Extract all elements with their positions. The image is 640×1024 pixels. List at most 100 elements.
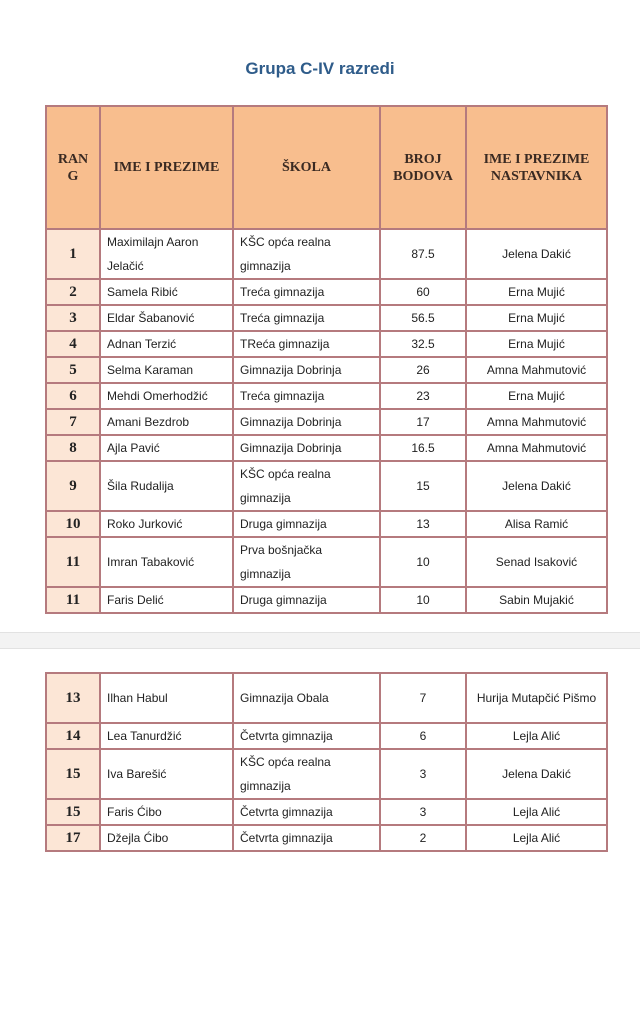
cell-points: 3 <box>379 798 467 826</box>
cell-school: Treća gimnazija <box>232 304 381 332</box>
cell-points: 60 <box>379 278 467 306</box>
cell-school: KŠC opća realna gimnazija <box>232 228 381 280</box>
cell-points: 10 <box>379 586 467 614</box>
header-name: IME I PREZIME <box>99 105 234 230</box>
page-separator <box>0 633 640 649</box>
cell-teacher: Erna Mujić <box>465 304 608 332</box>
table-row: 5 Selma Karaman Gimnazija Dobrinja 26 Amna M… <box>45 356 608 384</box>
table-row: 10 Roko Jurković Druga gimnazija 13 Alisa Ra… <box>45 510 608 538</box>
cell-points: 23 <box>379 382 467 410</box>
cell-name: Adnan Terzić <box>99 330 234 358</box>
cell-rank: 15 <box>45 798 101 826</box>
cell-school: Gimnazija Dobrinja <box>232 356 381 384</box>
cell-name: Selma Karaman <box>99 356 234 384</box>
cell-rank: 2 <box>45 278 101 306</box>
table-row: 11 Faris Delić Druga gimnazija 10 Sabin Muja… <box>45 586 608 614</box>
cell-school: Druga gimnazija <box>232 586 381 614</box>
header-school: ŠKOLA <box>232 105 381 230</box>
cell-teacher: Erna Mujić <box>465 382 608 410</box>
table-row: 8 Ajla Pavić Gimnazija Dobrinja 16.5 Amna Ma… <box>45 434 608 462</box>
cell-school: Treća gimnazija <box>232 278 381 306</box>
table-row: 17 Džejla Ćibo Četvrta gimnazija 2 Lejla Ali… <box>45 824 608 852</box>
table-row: 9 Šila Rudalija KŠC opća realna gimnazija 1… <box>45 460 608 512</box>
cell-name: Roko Jurković <box>99 510 234 538</box>
table-row: 13 Ilhan Habul Gimnazija Obala 7 Hurija Muta… <box>45 672 608 724</box>
cell-rank: 10 <box>45 510 101 538</box>
cell-name: Šila Rudalija <box>99 460 234 512</box>
table-row: 6 Mehdi Omerhodžić Treća gimnazija 23 Erna M… <box>45 382 608 410</box>
table-row: 7 Amani Bezdrob Gimnazija Dobrinja 17 Amna M… <box>45 408 608 436</box>
cell-points: 17 <box>379 408 467 436</box>
cell-points: 16.5 <box>379 434 467 462</box>
cell-points: 6 <box>379 722 467 750</box>
cell-school: KŠC opća realna gimnazija <box>232 460 381 512</box>
cell-school: Gimnazija Obala <box>232 672 381 724</box>
table-row: 14 Lea Tanurdžić Četvrta gimnazija 6 Lejla A… <box>45 722 608 750</box>
table-row: 4 Adnan Terzić TReća gimnazija 32.5 Erna Muj… <box>45 330 608 358</box>
cell-rank: 8 <box>45 434 101 462</box>
results-table-continued: 13 Ilhan Habul Gimnazija Obala 7 Hurija Muta… <box>45 672 608 852</box>
cell-rank: 15 <box>45 748 101 800</box>
cell-rank: 5 <box>45 356 101 384</box>
cell-teacher: Jelena Dakić <box>465 748 608 800</box>
table-row: 15 Faris Ćibo Četvrta gimnazija 3 Lejla Alić <box>45 798 608 826</box>
cell-name: Faris Ćibo <box>99 798 234 826</box>
cell-rank: 13 <box>45 672 101 724</box>
table-row: 15 Iva Barešić KŠC opća realna gimnazija 3 J… <box>45 748 608 800</box>
cell-teacher: Amna Mahmutović <box>465 408 608 436</box>
cell-teacher: Jelena Dakić <box>465 460 608 512</box>
cell-name: Džejla Ćibo <box>99 824 234 852</box>
cell-name: Mehdi Omerhodžić <box>99 382 234 410</box>
cell-points: 2 <box>379 824 467 852</box>
cell-school: Prva bošnjačka gimnazija <box>232 536 381 588</box>
table-row: 1 Maximilajn Aaron Jelačić KŠC opća realna… <box>45 228 608 280</box>
results-table: RAN G IME I PREZIME ŠKOLA BROJ BODOVA IM… <box>45 105 608 614</box>
cell-rank: 14 <box>45 722 101 750</box>
cell-teacher: Senad Isaković <box>465 536 608 588</box>
table-header-row: RAN G IME I PREZIME ŠKOLA BROJ BODOVA IM… <box>45 105 608 230</box>
cell-school: Četvrta gimnazija <box>232 798 381 826</box>
cell-name: Lea Tanurdžić <box>99 722 234 750</box>
cell-name: Imran Tabaković <box>99 536 234 588</box>
cell-name: Maximilajn Aaron Jelačić <box>99 228 234 280</box>
cell-name: Samela Ribić <box>99 278 234 306</box>
cell-points: 56.5 <box>379 304 467 332</box>
cell-teacher: Lejla Alić <box>465 824 608 852</box>
cell-school: Četvrta gimnazija <box>232 824 381 852</box>
cell-teacher: Lejla Alić <box>465 722 608 750</box>
cell-teacher: Alisa Ramić <box>465 510 608 538</box>
cell-school: KŠC opća realna gimnazija <box>232 748 381 800</box>
cell-school: TReća gimnazija <box>232 330 381 358</box>
cell-rank: 4 <box>45 330 101 358</box>
cell-points: 10 <box>379 536 467 588</box>
header-rank: RAN G <box>45 105 101 230</box>
cell-school: Četvrta gimnazija <box>232 722 381 750</box>
cell-school: Gimnazija Dobrinja <box>232 434 381 462</box>
cell-points: 26 <box>379 356 467 384</box>
header-teacher: IME I PREZIME NASTAVNIKA <box>465 105 608 230</box>
cell-name: Eldar Šabanović <box>99 304 234 332</box>
cell-points: 15 <box>379 460 467 512</box>
cell-rank: 3 <box>45 304 101 332</box>
cell-rank: 7 <box>45 408 101 436</box>
cell-name: Iva Barešić <box>99 748 234 800</box>
cell-points: 7 <box>379 672 467 724</box>
cell-rank: 9 <box>45 460 101 512</box>
cell-teacher: Hurija Mutapčić Pišmo <box>465 672 608 724</box>
cell-teacher: Amna Mahmutović <box>465 434 608 462</box>
document-page-2: 13 Ilhan Habul Gimnazija Obala 7 Hurija Muta… <box>0 649 640 1024</box>
header-points: BROJ BODOVA <box>379 105 467 230</box>
table-row: 11 Imran Tabaković Prva bošnjačka gimnazij… <box>45 536 608 588</box>
page-title: Grupa C-IV razredi <box>245 59 395 78</box>
cell-points: 3 <box>379 748 467 800</box>
cell-rank: 6 <box>45 382 101 410</box>
cell-rank: 17 <box>45 824 101 852</box>
cell-name: Ilhan Habul <box>99 672 234 724</box>
cell-rank: 11 <box>45 586 101 614</box>
cell-school: Treća gimnazija <box>232 382 381 410</box>
cell-teacher: Lejla Alić <box>465 798 608 826</box>
cell-points: 87.5 <box>379 228 467 280</box>
cell-rank: 1 <box>45 228 101 280</box>
cell-teacher: Erna Mujić <box>465 330 608 358</box>
cell-name: Amani Bezdrob <box>99 408 234 436</box>
